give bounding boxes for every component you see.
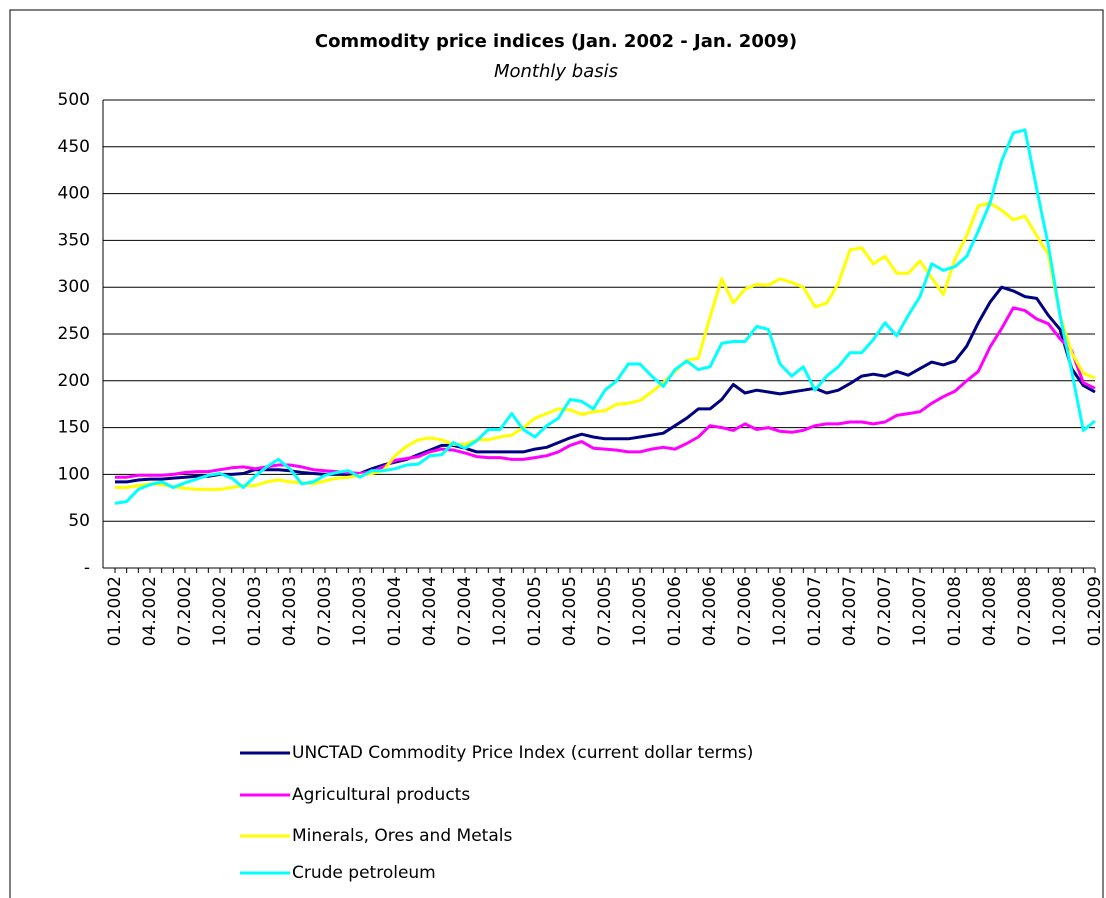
legend-label: Minerals, Ores and Metals [292, 826, 512, 846]
x-tick-label: 01.2005 [525, 576, 545, 646]
x-tick-label: 07.2008 [1015, 576, 1035, 646]
series-line [114, 128, 1096, 505]
y-tick-label: 200 [58, 371, 90, 391]
y-tick-label: 350 [58, 230, 90, 250]
x-tick-label: 01.2006 [665, 576, 685, 646]
x-tick-label: 01.2004 [385, 576, 405, 646]
x-tick-label: 10.2002 [210, 576, 230, 646]
x-tick-label: 10.2004 [490, 576, 510, 646]
x-tick-label: 07.2002 [175, 576, 195, 646]
chart-title: Commodity price indices (Jan. 2002 - Jan… [315, 31, 797, 52]
x-tick-label: 10.2007 [910, 576, 930, 646]
x-tick-label: 04.2008 [980, 576, 1000, 646]
x-tick-label: 10.2006 [770, 576, 790, 646]
series-line [115, 285, 1096, 484]
y-tick-label: 500 [58, 90, 90, 110]
x-tick-label: 07.2005 [595, 576, 615, 646]
y-tick-label: 300 [58, 277, 90, 297]
y-tick-label: 250 [58, 324, 90, 344]
legend-label: Agricultural products [292, 785, 470, 805]
x-tick-label: 01.2008 [945, 576, 965, 646]
y-tick-label: 50 [68, 511, 90, 531]
y-tick-label: - [84, 558, 90, 578]
y-tick-label: 150 [58, 418, 90, 438]
x-tick-label: 04.2003 [280, 576, 300, 646]
x-tick-label: 04.2004 [420, 576, 440, 646]
x-tick-label: 10.2008 [1050, 576, 1070, 646]
x-tick-label: 01.2003 [245, 576, 265, 646]
x-tick-label: 07.2003 [315, 576, 335, 646]
x-tick-label: 10.2003 [350, 576, 370, 646]
x-tick-label: 07.2007 [875, 576, 895, 646]
x-tick-label: 07.2006 [735, 576, 755, 646]
x-tick-label: 04.2005 [560, 576, 580, 646]
y-tick-label: 400 [58, 184, 90, 204]
x-tick-label: 01.2002 [105, 576, 125, 646]
legend-label: UNCTAD Commodity Price Index (current do… [292, 743, 753, 763]
series-line [115, 306, 1096, 479]
series-line [115, 201, 1096, 491]
x-tick-label: 01.2009 [1085, 576, 1105, 646]
y-tick-label: 450 [58, 137, 90, 157]
x-tick-label: 04.2007 [840, 576, 860, 646]
y-tick-label: 100 [58, 464, 90, 484]
chart-subtitle: Monthly basis [494, 61, 618, 82]
x-tick-label: 04.2002 [140, 576, 160, 646]
x-tick-label: 01.2007 [805, 576, 825, 646]
x-tick-label: 10.2005 [630, 576, 650, 646]
x-tick-label: 07.2004 [455, 576, 475, 646]
legend-label: Crude petroleum [292, 863, 436, 883]
x-tick-label: 04.2006 [700, 576, 720, 646]
